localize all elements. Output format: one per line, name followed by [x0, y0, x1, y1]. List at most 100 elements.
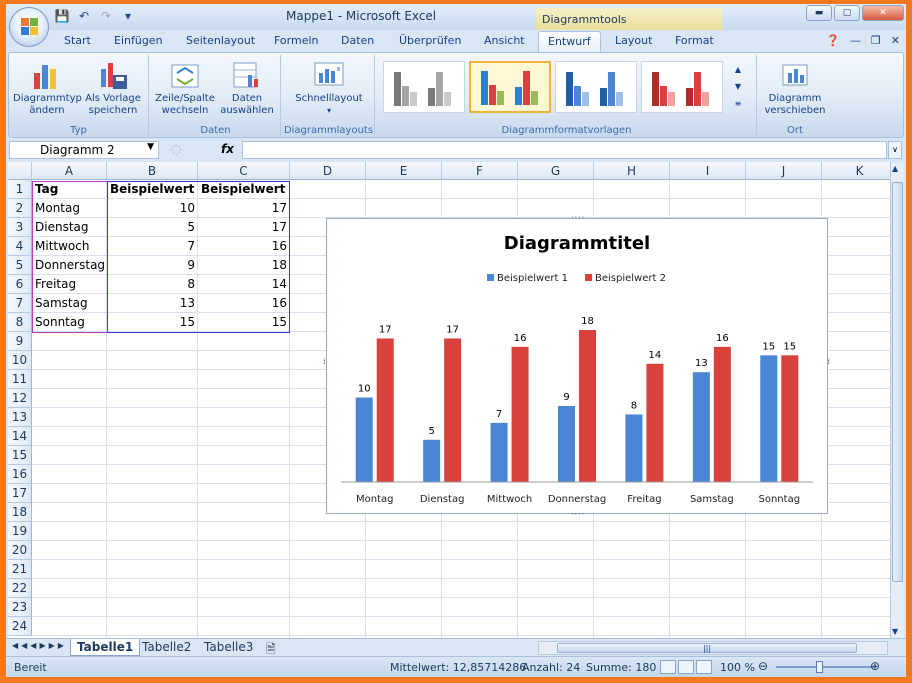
zoom-slider[interactable]	[776, 666, 876, 668]
chart-area[interactable]: ···· ···· ⁞ ⁞ Diagrammtitel Beispielwert…	[323, 213, 830, 519]
table-cell[interactable]: Beispielwert 1	[110, 182, 198, 196]
row-header[interactable]: 13	[8, 408, 32, 427]
tab-entwurf[interactable]: Entwurf	[538, 31, 601, 53]
tab-layout[interactable]: Layout	[615, 34, 653, 47]
bar[interactable]	[444, 338, 462, 482]
zoom-level[interactable]: 100 %	[720, 661, 755, 674]
table-cell[interactable]: Sonntag	[35, 315, 85, 329]
table-cell[interactable]: Mittwoch	[35, 239, 90, 253]
row-header[interactable]: 14	[8, 427, 32, 446]
move-chart-button[interactable]: Diagramm verschieben	[763, 59, 827, 117]
row-header[interactable]: 8	[8, 313, 32, 332]
change-chart-type-button[interactable]: Diagrammtyp ändern	[13, 59, 82, 117]
bar[interactable]	[646, 363, 664, 482]
column-header[interactable]: I	[670, 162, 746, 180]
chart-style-2[interactable]	[469, 61, 551, 113]
minimize-button[interactable]: ▬	[806, 5, 832, 21]
chart-style-3[interactable]	[555, 61, 637, 113]
table-cell[interactable]: Samstag	[35, 296, 88, 310]
column-header[interactable]: G	[518, 162, 594, 180]
tab-start[interactable]: Start	[64, 34, 91, 47]
resize-handle-bottom[interactable]: ····	[571, 510, 586, 519]
row-header[interactable]: 2	[8, 199, 32, 218]
chevron-down-icon[interactable]: ▼	[147, 142, 154, 152]
row-header[interactable]: 23	[8, 598, 32, 617]
table-cell[interactable]: 15	[179, 315, 195, 329]
formula-input[interactable]	[242, 141, 887, 159]
help-icon[interactable]: ❓	[826, 34, 840, 47]
resize-handle-top[interactable]: ····	[571, 213, 586, 222]
row-header[interactable]: 3	[8, 218, 32, 237]
column-header[interactable]: C	[198, 162, 290, 180]
scroll-up-icon[interactable]: ▲	[892, 164, 899, 173]
row-header[interactable]: 18	[8, 503, 32, 522]
table-cell[interactable]: 17	[271, 220, 287, 234]
office-button[interactable]	[9, 7, 49, 47]
table-cell[interactable]: Tag	[35, 182, 59, 196]
table-cell[interactable]: Beispielwert 2	[201, 182, 290, 196]
style-gallery-scroll[interactable]: ▲ ▼ ≡	[734, 65, 742, 108]
bar[interactable]	[692, 372, 710, 482]
column-header[interactable]: K	[822, 162, 890, 180]
column-header[interactable]: A	[32, 162, 107, 180]
chart-legend[interactable]: Beispielwert 1 Beispielwert 2	[487, 273, 666, 284]
sheet-tab-tabelle3[interactable]: Tabelle3	[204, 640, 254, 654]
row-header[interactable]: 9	[8, 332, 32, 351]
tab-formeln[interactable]: Formeln	[274, 34, 319, 47]
bar[interactable]	[376, 338, 394, 482]
worksheet-grid[interactable]: A B C D E F G H I J K 1 2 3 4 5 6 7 8 9 10 11 12 13 1…	[8, 162, 890, 638]
table-cell[interactable]: 9	[187, 258, 195, 272]
column-header[interactable]: B	[107, 162, 198, 180]
normal-view-icon[interactable]	[660, 660, 676, 674]
chart-style-4[interactable]	[641, 61, 723, 113]
chart-style-1[interactable]	[383, 61, 465, 113]
row-header[interactable]: 15	[8, 446, 32, 465]
table-cell[interactable]: Donnerstag	[35, 258, 106, 272]
table-cell[interactable]: 10	[179, 201, 195, 215]
row-header[interactable]: 24	[8, 617, 32, 636]
save-icon[interactable]: 💾	[54, 9, 70, 23]
table-cell[interactable]: 15	[271, 315, 287, 329]
redo-icon[interactable]: ↷	[100, 9, 112, 23]
select-data-button[interactable]: Daten auswählen	[217, 59, 277, 117]
bar[interactable]	[760, 355, 778, 482]
row-header[interactable]: 17	[8, 484, 32, 503]
name-box[interactable]: Diagramm 2 ▼	[9, 141, 159, 159]
row-header[interactable]: 19	[8, 522, 32, 541]
page-break-view-icon[interactable]	[696, 660, 712, 674]
hscroll-thumb[interactable]: |||	[557, 643, 857, 653]
bar[interactable]	[423, 439, 441, 482]
close-button[interactable]: ✕	[862, 5, 904, 21]
restore-icon[interactable]: ❐	[870, 34, 881, 47]
row-header[interactable]: 6	[8, 275, 32, 294]
tab-seitenlayout[interactable]: Seitenlayout	[186, 34, 256, 47]
insert-function-icon[interactable]: fx	[221, 142, 234, 156]
tab-format[interactable]: Format	[675, 34, 714, 47]
minimize-ribbon-icon[interactable]: —	[849, 34, 861, 47]
close-workbook-icon[interactable]: ✕	[890, 34, 900, 47]
expand-formula-icon[interactable]: ∨	[888, 141, 902, 159]
save-as-template-button[interactable]: Als Vorlage speichern	[83, 59, 143, 117]
bar[interactable]	[490, 422, 508, 482]
table-cell[interactable]: 5	[187, 220, 195, 234]
chart-title[interactable]: Diagrammtitel	[504, 233, 650, 254]
resize-handle-left[interactable]: ⁞	[323, 357, 327, 366]
row-header[interactable]: 4	[8, 237, 32, 256]
table-cell[interactable]: 8	[187, 277, 195, 291]
bar[interactable]	[781, 355, 799, 482]
bar[interactable]	[558, 406, 575, 482]
bar[interactable]	[511, 346, 529, 482]
tab-daten[interactable]: Daten	[341, 34, 375, 47]
plot-area[interactable]: 10 17 5 17 7 16 9 18 8 14 13 16 15 15	[355, 316, 799, 482]
zoom-out-icon[interactable]: ⊖	[758, 659, 769, 673]
column-header[interactable]: H	[594, 162, 670, 180]
scroll-thumb[interactable]	[892, 182, 903, 582]
page-layout-view-icon[interactable]	[678, 660, 694, 674]
column-header[interactable]: D	[290, 162, 366, 180]
bar[interactable]	[713, 346, 731, 482]
row-header[interactable]: 16	[8, 465, 32, 484]
row-header[interactable]: 10	[8, 351, 32, 370]
row-header[interactable]: 7	[8, 294, 32, 313]
quick-layout-button[interactable]: Schnelllayout ▾	[289, 59, 369, 117]
sheet-tab-tabelle2[interactable]: Tabelle2	[142, 640, 192, 654]
